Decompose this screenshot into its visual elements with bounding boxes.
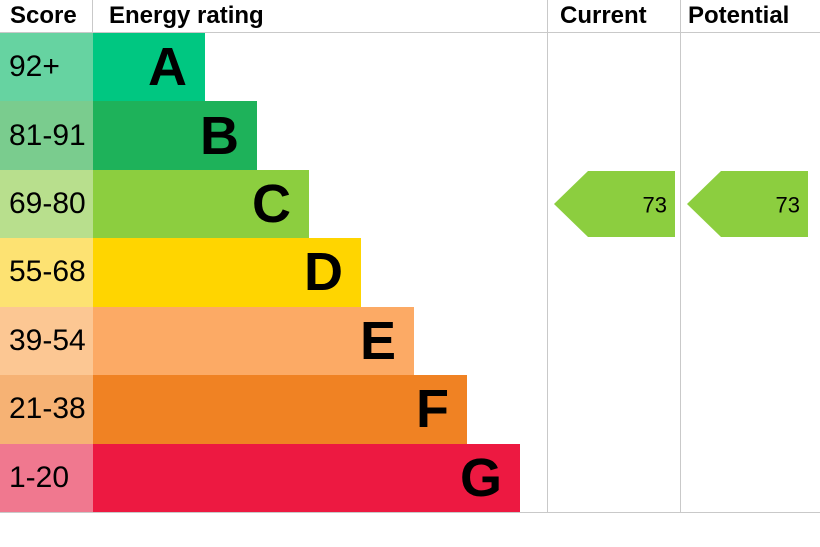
band-row-f: 21-38 F bbox=[0, 375, 820, 444]
score-range-c: 69-80 bbox=[0, 169, 93, 239]
potential-indicator-arrow-shape: 73 bbox=[687, 171, 808, 238]
rating-bar-g: G bbox=[93, 443, 520, 512]
score-range-a: 92+ bbox=[0, 33, 93, 102]
potential-column-header: Potential bbox=[688, 2, 790, 29]
current-indicator-arrow: 73 bbox=[554, 171, 675, 242]
band-row-d: 55-68 D bbox=[0, 238, 820, 307]
rating-bar-e: E bbox=[93, 306, 414, 376]
band-row-c: 69-80 C bbox=[0, 169, 820, 239]
potential-column-divider bbox=[680, 0, 681, 512]
rating-bar-c: C bbox=[93, 169, 309, 239]
current-indicator-arrow-value: 73 bbox=[643, 193, 667, 218]
band-row-e: 39-54 E bbox=[0, 306, 820, 376]
rating-bar-f: F bbox=[93, 375, 467, 444]
current-column-divider bbox=[547, 0, 548, 512]
current-indicator-arrow-shape: 73 bbox=[554, 171, 675, 238]
band-row-b: 81-91 B bbox=[0, 101, 820, 170]
band-row-a: 92+ A bbox=[0, 33, 820, 102]
current-column-header: Current bbox=[560, 2, 647, 29]
score-range-b: 81-91 bbox=[0, 101, 93, 170]
potential-indicator-arrow: 73 bbox=[687, 171, 808, 242]
band-row-g: 1-20 G bbox=[0, 443, 820, 512]
rating-bar-d: D bbox=[93, 238, 361, 307]
score-range-f: 21-38 bbox=[0, 375, 93, 444]
score-column-header: Score bbox=[0, 0, 93, 32]
energy-rating-column-header: Energy rating bbox=[109, 2, 264, 29]
header-row: Score Energy rating Current Potential bbox=[0, 0, 820, 33]
score-range-e: 39-54 bbox=[0, 306, 93, 376]
score-range-d: 55-68 bbox=[0, 238, 93, 307]
rating-bar-b: B bbox=[93, 101, 257, 170]
score-range-g: 1-20 bbox=[0, 443, 93, 512]
potential-indicator-arrow-value: 73 bbox=[776, 193, 800, 218]
rating-bar-a: A bbox=[93, 33, 205, 102]
chart-bottom-border bbox=[0, 512, 820, 513]
